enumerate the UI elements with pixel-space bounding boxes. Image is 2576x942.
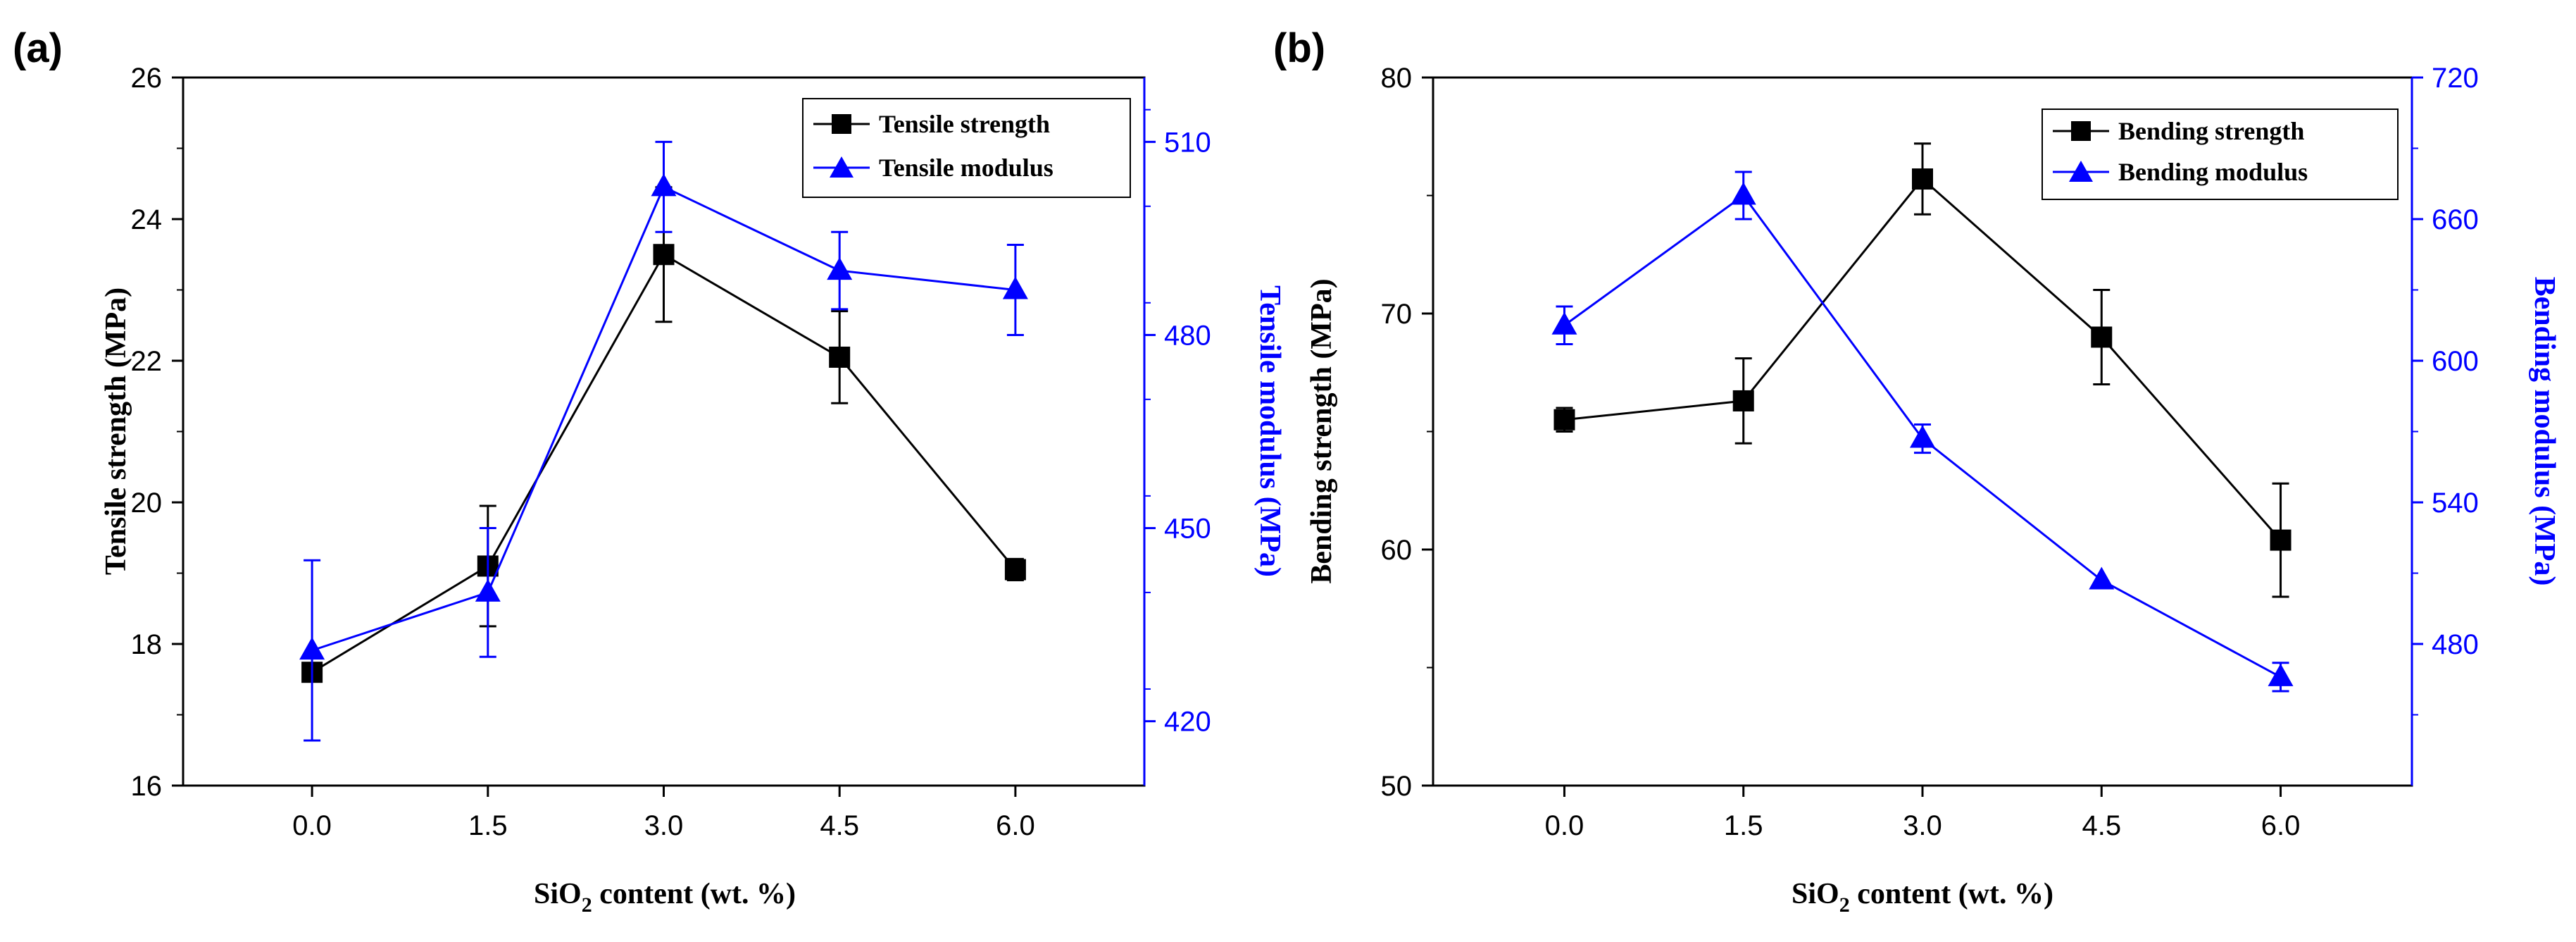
legend-label-tensile-modulus: Tensile modulus	[879, 154, 1053, 182]
y2-tick-label: 450	[1164, 514, 1211, 545]
y-tick-label: 70	[1381, 299, 1413, 330]
data-point	[2091, 326, 2113, 348]
x-tick-label: 0.0	[1545, 810, 1584, 841]
panel-a-label: (a)	[13, 25, 63, 71]
panel-b-x-ticks: 0.0 1.5 3.0 4.5 6.0	[1545, 786, 2301, 841]
panel-b-y2label: Bending modulus (MPa)	[2528, 277, 2561, 586]
data-point	[827, 257, 853, 280]
y-tick-label: 80	[1381, 63, 1413, 94]
x-tick-label: 3.0	[644, 810, 684, 841]
data-point	[299, 637, 325, 660]
data-point	[475, 578, 501, 602]
y2-tick-label: 420	[1164, 707, 1211, 738]
panel-b-data	[1551, 142, 2294, 693]
y2-tick-label: 510	[1164, 127, 1211, 158]
y-tick-label: 16	[131, 771, 163, 802]
panel-a-legend: Tensile strength Tensile modulus	[802, 98, 1131, 198]
data-point	[1004, 559, 1026, 581]
panel-b-y-ticks: 50 60 70 80	[1381, 63, 1433, 802]
x-tick-label: 1.5	[1724, 810, 1763, 841]
panel-a-xlabel-main: SiO	[534, 878, 582, 910]
panel-a-y2label: Tensile modulus (MPa)	[1253, 285, 1286, 577]
y2-tick-label: 480	[2432, 629, 2479, 660]
x-tick-label: 4.5	[2082, 810, 2121, 841]
x-tick-label: 0.0	[292, 810, 332, 841]
y-tick-label: 20	[131, 488, 163, 519]
panel-b-xlabel-main: SiO	[1792, 878, 1839, 910]
legend-marker-bending-modulus	[2069, 161, 2093, 182]
panel-a-data	[299, 140, 1028, 742]
panel-b-legend-box	[2042, 109, 2399, 200]
panel-b-xlabel-rest: content (wt. %)	[1850, 878, 2053, 910]
panel-a-xlabel-rest: content (wt. %)	[592, 878, 796, 910]
y2-tick-label: 720	[2432, 63, 2479, 94]
data-point	[2268, 663, 2294, 686]
data-point	[2270, 529, 2291, 551]
data-point	[1551, 311, 1577, 335]
panel-b-xlabel-sub: 2	[1839, 893, 1850, 917]
panel-a-xlabel-sub: 2	[582, 893, 592, 917]
legend-label-bending-modulus: Bending modulus	[2118, 158, 2308, 186]
x-tick-label: 6.0	[2261, 810, 2301, 841]
panel-b-legend: Bending strength Bending modulus	[2042, 109, 2399, 200]
y-tick-label: 50	[1381, 771, 1413, 802]
data-point	[1553, 409, 1575, 430]
data-point	[829, 346, 851, 368]
y-tick-label: 18	[131, 629, 163, 660]
panel-a-y-ticks: 16 18 20 22 24 26	[131, 63, 183, 802]
legend-label-tensile-strength: Tensile strength	[879, 110, 1050, 138]
y2-tick-label: 540	[2432, 488, 2479, 519]
y2-tick-label: 480	[1164, 320, 1211, 351]
panel-b: (b) 0.0 1.5 3.0 4.5 6.0 50 60 70 80 480 540 600 66…	[1273, 25, 2561, 917]
panel-a-legend-box	[802, 98, 1131, 198]
panel-b-xlabel: SiO2 content (wt. %)	[1792, 878, 2053, 917]
data-point	[651, 173, 677, 197]
legend-marker-tensile-strength	[832, 114, 851, 134]
data-point	[2089, 566, 2115, 590]
x-tick-label: 3.0	[1903, 810, 1942, 841]
x-tick-label: 6.0	[996, 810, 1035, 841]
legend-label-bending-strength: Bending strength	[2118, 117, 2304, 145]
panel-b-y2-ticks: 480 540 600 660 720	[2412, 63, 2479, 716]
x-tick-label: 4.5	[820, 810, 859, 841]
y2-tick-label: 660	[2432, 204, 2479, 235]
y-tick-label: 26	[131, 63, 163, 94]
x-tick-label: 1.5	[468, 810, 508, 841]
data-point	[1910, 425, 1935, 448]
panel-a-x-ticks: 0.0 1.5 3.0 4.5 6.0	[292, 786, 1035, 841]
panel-a-ylabel: Tensile strength (MPa)	[100, 287, 132, 575]
y-tick-label: 24	[131, 204, 163, 235]
panel-b-ylabel: Bending strength (MPa)	[1306, 278, 1338, 583]
series-line-0	[1564, 177, 2282, 541]
y-tick-label: 60	[1381, 535, 1413, 566]
legend-marker-tensile-modulus	[830, 156, 854, 178]
panel-a-xlabel: SiO2 content (wt. %)	[534, 878, 796, 917]
data-point	[1732, 390, 1754, 411]
legend-marker-bending-strength	[2071, 121, 2091, 141]
data-point	[653, 244, 675, 266]
panel-a-y2-ticks: 420 450 480 510	[1144, 109, 1211, 738]
y-tick-label: 22	[131, 346, 163, 377]
data-point	[1912, 168, 1933, 190]
data-point	[1730, 182, 1756, 205]
y2-tick-label: 600	[2432, 346, 2479, 377]
data-point	[1002, 276, 1028, 299]
panel-b-label: (b)	[1273, 25, 1325, 71]
